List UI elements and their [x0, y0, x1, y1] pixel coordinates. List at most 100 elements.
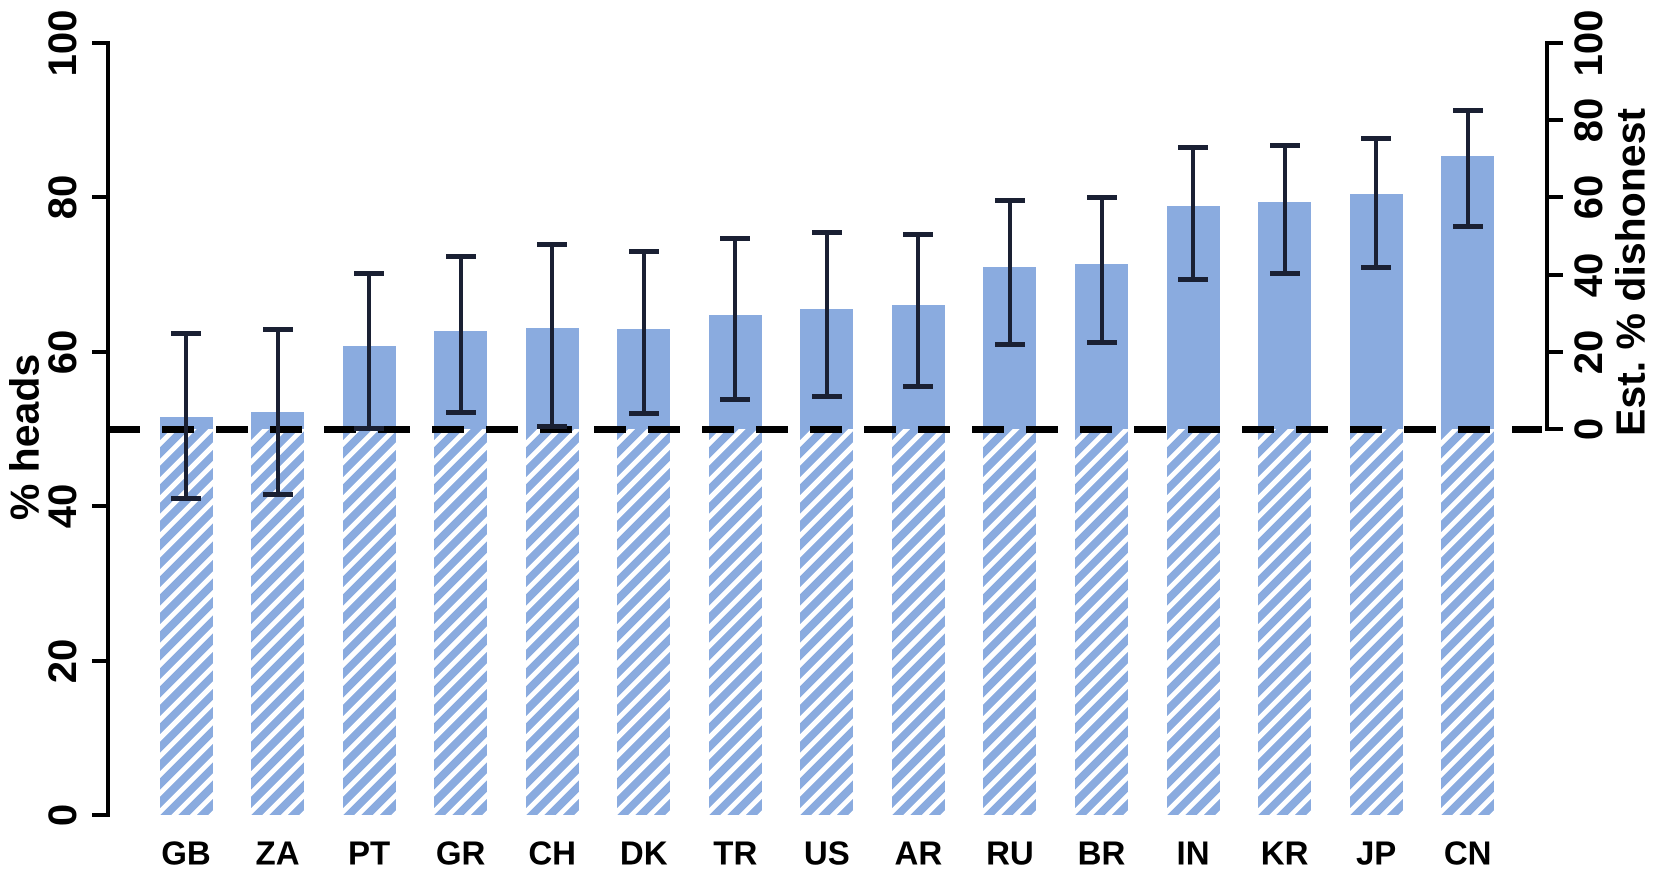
reference-line-50pct: [108, 425, 1542, 433]
error-bar-cap-high: [628, 248, 659, 254]
error-bar-line: [458, 256, 463, 413]
error-bar-cap-high: [1269, 143, 1300, 149]
error-bar-line: [1374, 138, 1379, 268]
error-bar-cap-high: [720, 235, 751, 241]
error-bar-cap-high: [1178, 145, 1209, 151]
x-tick-label-jp: JP: [1355, 834, 1397, 872]
error-bar-cap-high: [1361, 136, 1392, 142]
error-bar-line: [1191, 147, 1196, 280]
error-bar-cap-high: [262, 326, 293, 332]
x-tick-label-pt: PT: [348, 834, 391, 872]
right-axis-tick: [1547, 272, 1563, 277]
error-bar-cap-low: [1452, 224, 1483, 230]
left-axis-tick: [92, 195, 108, 200]
bar-hatched-segment: [1075, 429, 1128, 815]
error-bar-cap-high: [994, 197, 1025, 203]
right-axis-tick-label: 60: [1567, 175, 1611, 220]
x-tick-label-tr: TR: [713, 834, 758, 872]
error-bar-cap-low: [811, 394, 842, 400]
right-axis-tick-label: 80: [1567, 97, 1611, 143]
error-bar-cap-high: [811, 229, 842, 235]
error-bar-cap-high: [537, 241, 568, 247]
left-axis-tick-label: 20: [41, 638, 85, 683]
x-tick-label-dk: DK: [619, 834, 668, 872]
x-tick-label-ar: AR: [894, 834, 943, 872]
left-axis-line: [106, 41, 110, 817]
right-axis-tick-label: 100: [1567, 9, 1611, 77]
error-bar-cap-high: [354, 270, 385, 276]
bar-hatched-segment: [1349, 429, 1403, 815]
right-axis-tick-label: 0: [1567, 417, 1611, 441]
error-bar-cap-low: [537, 424, 568, 430]
error-bar-cap-high: [903, 231, 934, 237]
error-bar-line: [641, 251, 646, 414]
error-bar-cap-low: [1269, 271, 1300, 277]
left-axis-tick: [92, 41, 108, 45]
bar-hatched-segment: [617, 429, 671, 815]
left-axis-tick-label: 0: [41, 803, 85, 827]
error-bar-line: [1465, 110, 1470, 227]
x-tick-label-us: US: [803, 834, 850, 872]
x-tick-label-in: IN: [1176, 834, 1210, 872]
error-bar-cap-high: [1452, 108, 1483, 114]
x-tick-label-cn: CN: [1443, 834, 1492, 872]
error-bar-line: [550, 244, 555, 427]
x-tick-label-kr: KR: [1260, 834, 1309, 872]
right-axis-line: [1545, 41, 1549, 431]
bar-hatched-segment: [1441, 429, 1495, 815]
error-bar-line: [1282, 145, 1287, 274]
error-bar-line: [1099, 197, 1104, 343]
left-axis-tick: [92, 504, 108, 509]
left-axis-tick-label: 100: [41, 9, 85, 77]
left-axis-tick: [92, 658, 108, 663]
right-axis-tick: [1547, 349, 1563, 354]
error-bar-line: [1007, 200, 1012, 345]
error-bar-cap-low: [1361, 265, 1392, 271]
x-tick-label-gr: GR: [435, 834, 486, 872]
error-bar-cap-high: [445, 254, 476, 260]
error-bar-cap-low: [720, 397, 751, 403]
error-bar-cap-low: [445, 409, 476, 415]
error-bar-line: [733, 238, 738, 400]
bar-hatched-segment: [525, 429, 579, 815]
bar-hatched-segment: [708, 429, 762, 815]
left-axis-tick-label: 60: [41, 329, 85, 375]
error-bar-cap-low: [628, 411, 659, 417]
error-bar-line: [275, 329, 280, 495]
error-bar-cap-low: [903, 384, 934, 390]
right-axis-tick-label: 20: [1567, 329, 1611, 375]
bar-hatched-segment: [1258, 429, 1312, 815]
bar-hatched-segment: [891, 429, 945, 815]
right-axis-tick: [1547, 118, 1563, 123]
x-tick-label-gb: GB: [161, 834, 211, 872]
x-tick-label-za: ZA: [255, 834, 300, 872]
error-bar-line: [367, 273, 372, 429]
error-bar-cap-low: [171, 495, 201, 501]
left-axis-tick: [92, 813, 108, 817]
error-bar-cap-low: [994, 341, 1025, 347]
error-bar-line: [184, 333, 188, 499]
bar-hatched-segment: [800, 429, 854, 815]
error-bar-line: [916, 234, 921, 387]
bar-hatched-segment: [434, 429, 488, 815]
error-bar-cap-low: [354, 425, 385, 431]
error-bar-cap-low: [1086, 340, 1117, 346]
right-axis-tick: [1547, 195, 1563, 200]
left-axis-tick-label: 80: [41, 175, 85, 220]
right-axis-tick: [1547, 427, 1563, 431]
left-axis-tick: [92, 349, 108, 354]
error-bar-cap-low: [262, 492, 293, 498]
bar-hatched-segment: [1166, 429, 1220, 815]
right-axis-tick-label: 40: [1567, 252, 1611, 297]
x-tick-label-br: BR: [1077, 834, 1126, 872]
x-tick-label-ru: RU: [986, 834, 1034, 872]
error-bar-cap-high: [1086, 194, 1117, 200]
left-axis-tick-label: 40: [41, 483, 85, 529]
error-bar-line: [824, 232, 829, 397]
error-bar-cap-low: [1178, 276, 1209, 282]
bar-hatched-segment: [983, 429, 1037, 815]
x-tick-label-ch: CH: [528, 834, 577, 872]
right-axis-tick: [1547, 41, 1563, 45]
